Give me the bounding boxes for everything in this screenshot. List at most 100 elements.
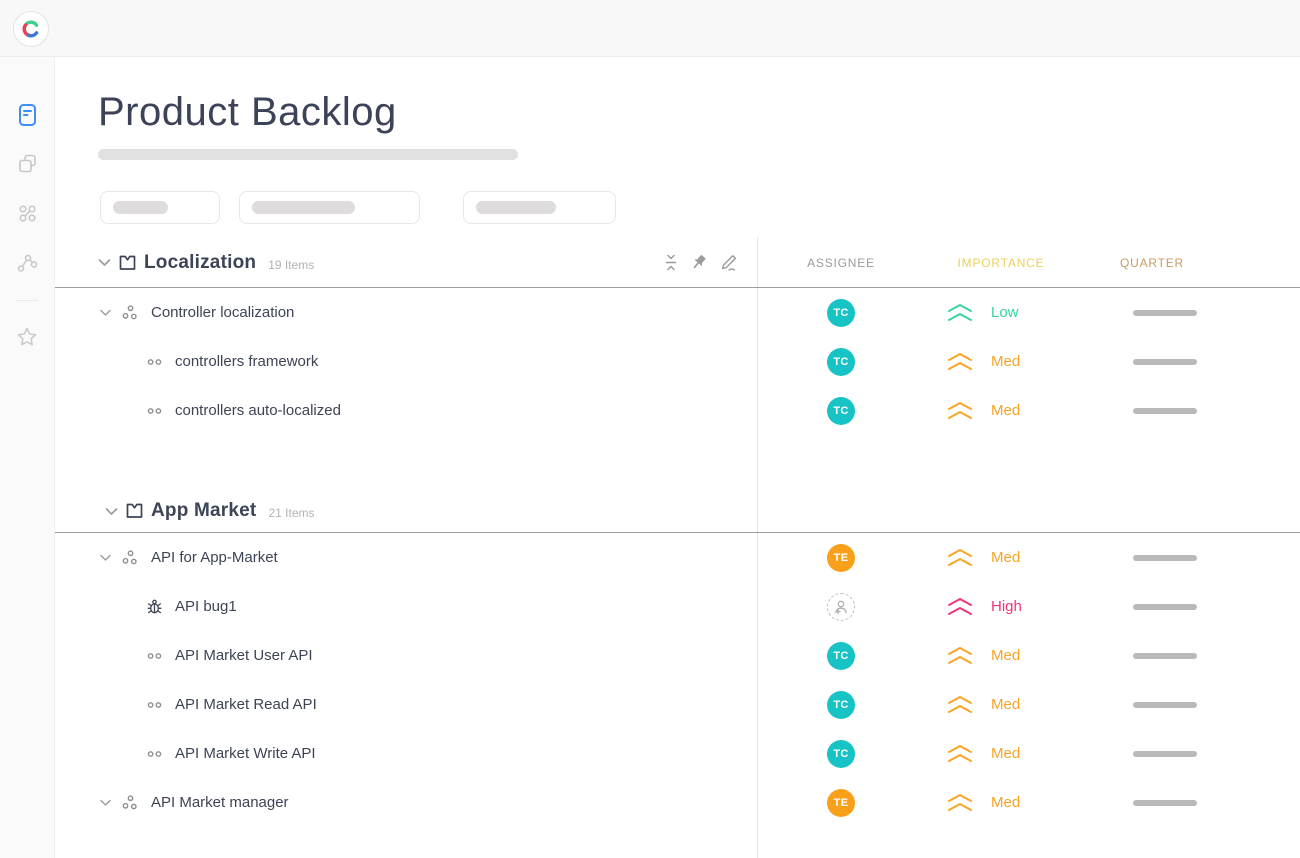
spec-nav-icon[interactable] <box>15 201 39 225</box>
backlog-item-row[interactable]: API Market User API TC <box>55 631 1300 680</box>
assignee-cell[interactable]: TC <box>781 729 901 778</box>
initiatives-nav-icon[interactable] <box>15 151 39 175</box>
importance-cell[interactable]: Med <box>941 337 1121 386</box>
assignee-cell[interactable]: TC <box>781 386 901 435</box>
story-icon <box>147 631 163 680</box>
sidebar <box>0 57 55 858</box>
quarter-cell[interactable] <box>1133 386 1253 435</box>
backlog-item-row[interactable]: controllers auto-localized TC <box>55 386 1300 435</box>
group-header-localization[interactable]: Localization 19 Items <box>98 237 314 288</box>
backlog-item-row[interactable]: API Market Read API TC <box>55 680 1300 729</box>
column-header-quarter[interactable]: QUARTER <box>1119 255 1185 270</box>
page-title: Product Backlog <box>98 90 397 134</box>
avatar[interactable]: TC <box>827 298 855 327</box>
avatar[interactable]: TC <box>827 347 855 376</box>
backlog-item-row[interactable]: Controller localization TC <box>55 288 1300 337</box>
importance-label: Low <box>991 304 1019 321</box>
item-title[interactable]: API for App-Market <box>151 549 278 566</box>
item-title[interactable]: API Market Read API <box>175 696 317 713</box>
quarter-cell[interactable] <box>1133 729 1253 778</box>
avatar[interactable]: TC <box>827 739 855 768</box>
item-title[interactable]: API Market User API <box>175 647 313 664</box>
collapse-all-icon[interactable] <box>663 254 679 271</box>
backlog-item-row[interactable]: API for App-Market TE <box>55 533 1300 582</box>
pin-icon[interactable] <box>690 254 708 272</box>
story-icon <box>147 680 163 729</box>
quarter-cell[interactable] <box>1133 533 1253 582</box>
epic-icon <box>122 288 138 337</box>
assignee-cell[interactable]: TE <box>781 533 901 582</box>
filter-button-1[interactable] <box>100 191 220 224</box>
assignee-cell[interactable]: TE <box>781 778 901 827</box>
quarter-cell[interactable] <box>1133 778 1253 827</box>
importance-cell[interactable]: Med <box>941 631 1121 680</box>
item-title[interactable]: API bug1 <box>175 598 237 615</box>
importance-cell[interactable]: Med <box>941 729 1121 778</box>
logo-c-icon <box>22 20 39 38</box>
avatar[interactable]: TE <box>827 543 855 572</box>
assignee-cell[interactable]: TC <box>781 631 901 680</box>
assignee-cell[interactable] <box>781 582 901 631</box>
item-title[interactable]: controllers auto-localized <box>175 402 341 419</box>
avatar[interactable]: TC <box>827 641 855 670</box>
filter-button-3[interactable] <box>463 191 616 224</box>
column-header-importance[interactable]: IMPORTANCE <box>957 255 1045 270</box>
importance-cell[interactable]: High <box>941 582 1121 631</box>
backlog-item-row[interactable]: controllers framework TC <box>55 337 1300 386</box>
group-tools <box>663 237 738 288</box>
assignee-cell[interactable]: TC <box>781 337 901 386</box>
backlog-item-row[interactable]: API bug1 <box>55 582 1300 631</box>
chevron-down-icon[interactable] <box>100 533 111 582</box>
backlog-nav-icon[interactable] <box>15 103 39 127</box>
button-skeleton-label <box>113 201 168 214</box>
story-icon <box>147 729 163 778</box>
quarter-skeleton-bar <box>1133 407 1197 414</box>
chevron-down-icon[interactable] <box>100 778 111 827</box>
chevron-down-icon[interactable] <box>105 507 118 516</box>
epic-icon <box>122 533 138 582</box>
importance-label: Med <box>991 402 1021 419</box>
importance-cell[interactable]: Med <box>941 680 1121 729</box>
item-title[interactable]: API Market manager <box>151 794 289 811</box>
quarter-cell[interactable] <box>1133 631 1253 680</box>
filter-button-2[interactable] <box>239 191 420 224</box>
importance-cell[interactable]: Med <box>941 386 1121 435</box>
importance-cell[interactable]: Low <box>941 288 1121 337</box>
craft-logo[interactable] <box>13 11 49 47</box>
quarter-skeleton-bar <box>1133 309 1197 316</box>
table-header: Localization 19 Items ASSIGNEE IMPORTANC… <box>55 237 1300 288</box>
group-rows-localization: Controller localization TC <box>55 288 1300 489</box>
dependencies-nav-icon[interactable] <box>15 251 39 275</box>
avatar[interactable]: TC <box>827 690 855 719</box>
quarter-cell[interactable] <box>1133 288 1253 337</box>
chevron-down-icon[interactable] <box>98 258 111 267</box>
group-title: Localization <box>144 251 257 273</box>
button-skeleton-label <box>252 201 355 214</box>
item-title[interactable]: controllers framework <box>175 353 319 370</box>
assignee-cell[interactable]: TC <box>781 680 901 729</box>
favorites-nav-icon[interactable] <box>15 325 39 349</box>
chevron-down-icon[interactable] <box>100 288 111 337</box>
avatar[interactable]: TE <box>827 788 855 817</box>
add-assignee-icon[interactable] <box>827 592 855 621</box>
item-title[interactable]: Controller localization <box>151 304 295 321</box>
item-title-cell: API Market Read API <box>55 680 757 729</box>
quarter-cell[interactable] <box>1133 680 1253 729</box>
avatar[interactable]: TC <box>827 396 855 425</box>
column-header-assignee[interactable]: ASSIGNEE <box>807 255 875 270</box>
group-header-app-market[interactable]: App Market 21 Items <box>55 489 1300 533</box>
importance-chevrons-icon <box>945 646 975 666</box>
importance-label: Med <box>991 353 1021 370</box>
item-title[interactable]: API Market Write API <box>175 745 316 762</box>
assignee-cell[interactable]: TC <box>781 288 901 337</box>
quarter-cell[interactable] <box>1133 337 1253 386</box>
backlog-item-row[interactable]: API Market Write API TC <box>55 729 1300 778</box>
quarter-skeleton-bar <box>1133 701 1197 708</box>
quarter-cell[interactable] <box>1133 582 1253 631</box>
backlog-item-row[interactable]: API Market manager TE <box>55 778 1300 827</box>
importance-label: High <box>991 598 1022 615</box>
edit-pen-icon[interactable] <box>719 254 738 272</box>
item-title-cell: controllers framework <box>55 337 757 386</box>
importance-cell[interactable]: Med <box>941 533 1121 582</box>
importance-cell[interactable]: Med <box>941 778 1121 827</box>
